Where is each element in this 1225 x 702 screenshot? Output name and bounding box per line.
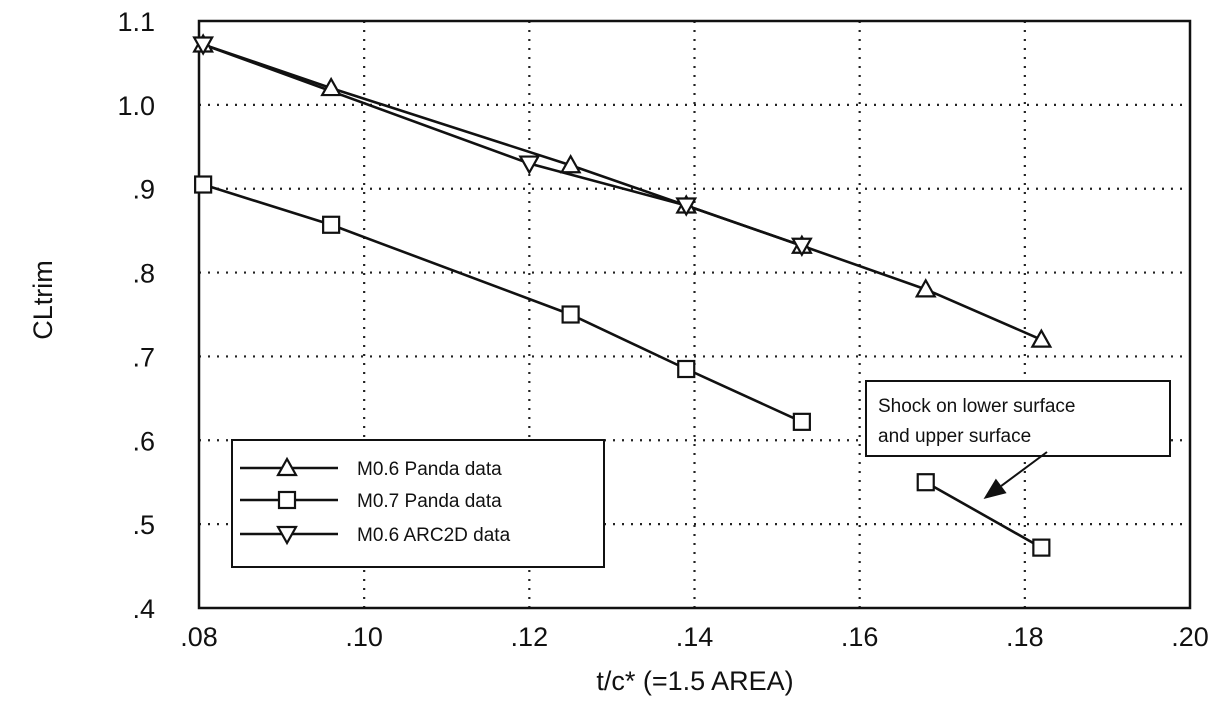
y-tick-label: .4 [132,594,155,624]
x-tick-labels: .08 .10 .12 .14 .16 .18 .20 [180,622,1209,652]
annotation-callout: Shock on lower surface and upper surface [865,380,1171,499]
data-point-marker [792,412,811,431]
x-axis-label: t/c* (=1.5 AREA) [596,666,793,696]
x-tick-label: .18 [1006,622,1044,652]
y-tick-label: .8 [132,259,155,289]
x-tick-label: .16 [841,622,879,652]
data-point-marker [675,197,698,217]
data-point-marker [194,175,213,194]
legend-label: M0.6 ARC2D data [357,525,511,546]
data-point-marker [916,473,935,492]
series-markers [192,33,1053,557]
x-tick-label: .20 [1171,622,1209,652]
y-axis-label: CLtrim [28,260,58,340]
data-point-marker [1032,538,1051,557]
legend-label: M0.6 Panda data [357,459,502,480]
legend-label: M0.7 Panda data [357,491,502,512]
data-point-marker [322,215,341,234]
y-tick-label: 1.1 [117,7,155,37]
legend: M0.6 Panda data M0.7 Panda data M0.6 ARC2D… [231,439,605,568]
x-tick-label: .12 [511,622,549,652]
y-tick-label: 1.0 [117,91,155,121]
annotation-line-1: Shock on lower surface [878,396,1076,417]
data-point-marker [790,237,813,257]
data-point-marker [192,36,215,56]
data-point-marker [518,155,541,175]
legend-marker [276,456,298,477]
y-tick-labels: .4 .5 .6 .7 .8 .9 1.0 1.1 [117,7,155,624]
legend-marker [277,490,297,510]
y-tick-label: .7 [132,342,155,372]
annotation-box [865,380,1171,457]
y-tick-label: .5 [132,510,155,540]
data-point-marker [559,153,582,174]
series-line [925,481,1042,549]
annotation-arrow-line [1000,451,1048,487]
series-line [202,183,803,424]
data-point-marker [320,76,343,97]
x-tick-label: .14 [676,622,714,652]
series-line [202,43,803,247]
plot-frame [197,19,1192,610]
grid-lines [199,21,1190,608]
data-point-marker [914,278,937,298]
annotation-line-2: and upper surface [878,426,1031,447]
annotation-arrow-head [983,478,1007,499]
x-tick-label: .10 [345,622,383,652]
x-tick-label: .08 [180,622,218,652]
y-tick-label: .6 [132,426,155,456]
legend-marker [276,525,298,546]
data-point-marker [677,359,696,379]
data-point-marker [1030,328,1053,348]
data-point-marker [561,305,580,324]
y-tick-label: .9 [132,175,155,205]
